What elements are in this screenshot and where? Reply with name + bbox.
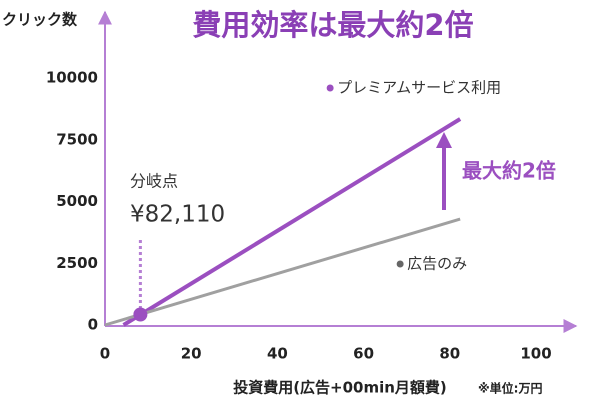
x-tick-label: 60 [353, 345, 374, 363]
y-tick-label: 0 [88, 316, 98, 334]
x-axis-label: 投資費用(広告+00min月額費) [233, 379, 447, 397]
legend-label: 広告のみ [407, 255, 467, 273]
legend-dot [396, 260, 404, 268]
y-axis-label: クリック数 [2, 11, 78, 29]
y-tick-label: 5000 [56, 192, 98, 210]
break-even-point [133, 307, 148, 322]
legend-label: プレミアムサービス利用 [337, 79, 501, 97]
x-tick-label: 100 [520, 345, 551, 363]
y-tick-label: 7500 [56, 130, 98, 148]
series-line [122, 117, 462, 327]
x-tick-label: 20 [181, 345, 202, 363]
ratio-annotation: 最大約2倍 [462, 159, 556, 183]
x-tick-label: 0 [100, 345, 110, 363]
legend-dot [326, 84, 334, 92]
series-line [104, 217, 461, 327]
x-tick-label: 40 [267, 345, 288, 363]
x-tick-label: 80 [439, 345, 460, 363]
chart-title: 費用効率は最大約2倍 [192, 8, 473, 42]
break-even-label: 分岐点 [130, 172, 178, 191]
y-tick-label: 2500 [56, 254, 98, 272]
x-axis-note: ※単位:万円 [478, 381, 542, 396]
break-even-value: ¥82,110 [130, 202, 225, 228]
y-tick-label: 10000 [46, 69, 98, 87]
